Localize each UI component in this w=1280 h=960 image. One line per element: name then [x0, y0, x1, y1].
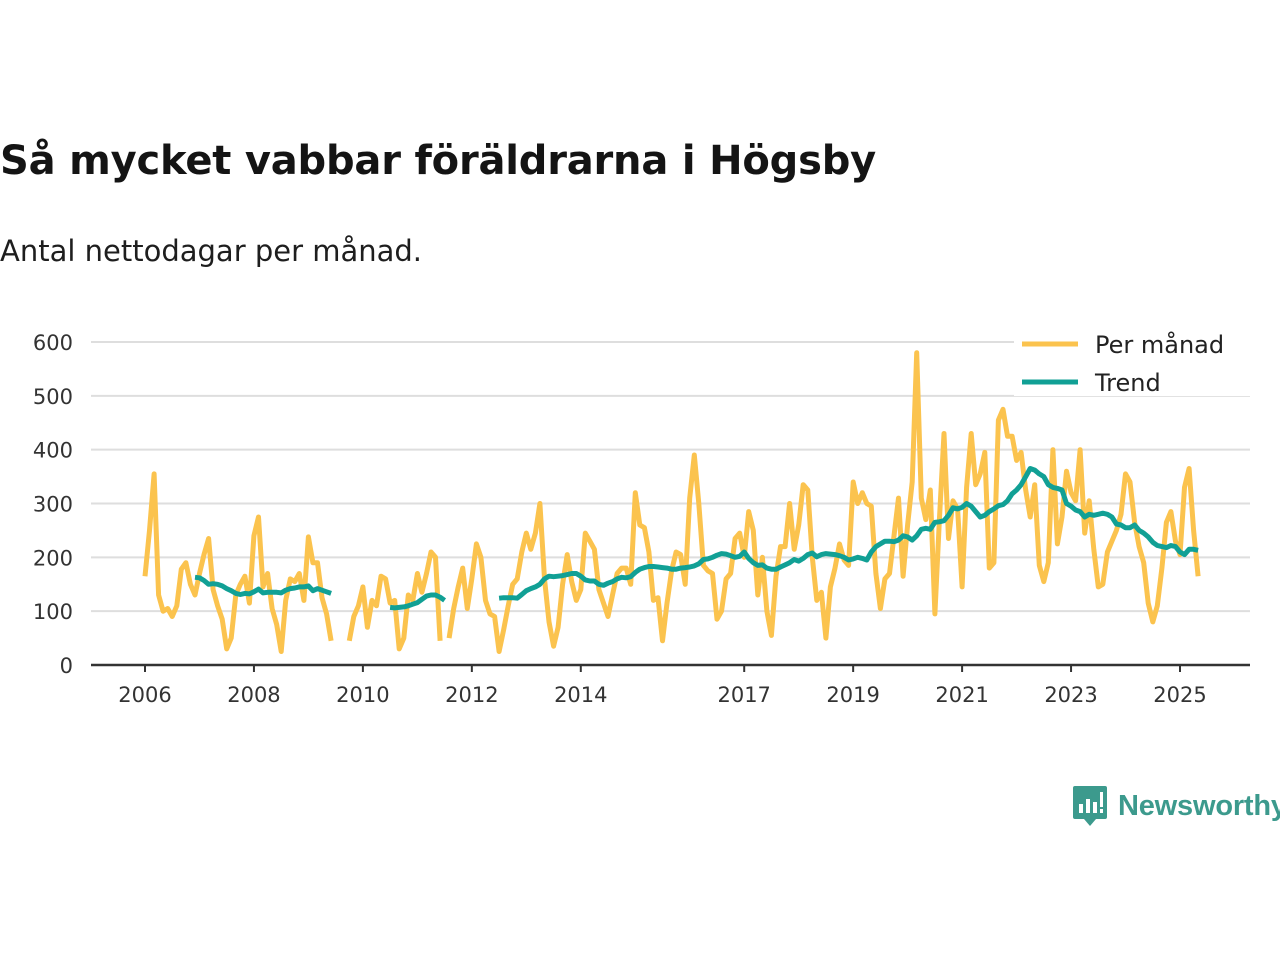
series-line-trend-segment-2: [389, 592, 447, 611]
series-line-trend-segment-3: [498, 466, 1199, 601]
series-line-per-manad-segment-2: [346, 549, 443, 652]
y-tick-label-100: 100: [33, 600, 73, 624]
x-tick-label-2023: 2023: [1044, 683, 1097, 707]
x-tick-label-2017: 2017: [717, 683, 770, 707]
x-tick-label-2008: 2008: [227, 683, 280, 707]
x-tick-label-2019: 2019: [826, 683, 879, 707]
x-tick-label-2006: 2006: [118, 683, 171, 707]
x-tick-label-2010: 2010: [336, 683, 389, 707]
legend[interactable]: Per månad Trend: [1014, 322, 1250, 397]
x-tick-label-2025: 2025: [1153, 683, 1206, 707]
y-tick-label-400: 400: [33, 439, 73, 463]
brand-logo[interactable]: Newsworthy: [1072, 784, 1280, 828]
y-tick-label-300: 300: [33, 493, 73, 517]
series-line-per-manad-segment-3: [446, 350, 1201, 654]
series-line-per-manad-segment-1: [142, 471, 334, 654]
y-tick-label-0: 0: [60, 654, 73, 678]
series-line-trend-segment-1: [194, 574, 332, 597]
y-tick-label-500: 500: [33, 385, 73, 409]
chart-title: Så mycket vabbar föräldrarna i Högsby: [0, 138, 876, 184]
x-axis-ticks: 2006 2008 2010 2012 2014 2017 2019 2021 2023 2025: [118, 665, 1207, 707]
x-tick-label-2021: 2021: [935, 683, 988, 707]
legend-label-per-manad: Per månad: [1095, 330, 1224, 359]
legend-label-trend: Trend: [1094, 369, 1161, 397]
x-tick-label-2014: 2014: [554, 683, 607, 707]
newsworthy-logo-icon: [1073, 786, 1107, 826]
y-tick-label-200: 200: [33, 546, 73, 570]
brand-name: Newsworthy: [1118, 789, 1280, 822]
series-lines: [142, 350, 1201, 654]
y-axis-ticks: 0 100 200 300 400 500 600: [33, 331, 73, 678]
y-tick-label-600: 600: [33, 331, 73, 355]
chart-subtitle: Antal nettodagar per månad.: [0, 234, 423, 268]
x-tick-label-2012: 2012: [445, 683, 498, 707]
